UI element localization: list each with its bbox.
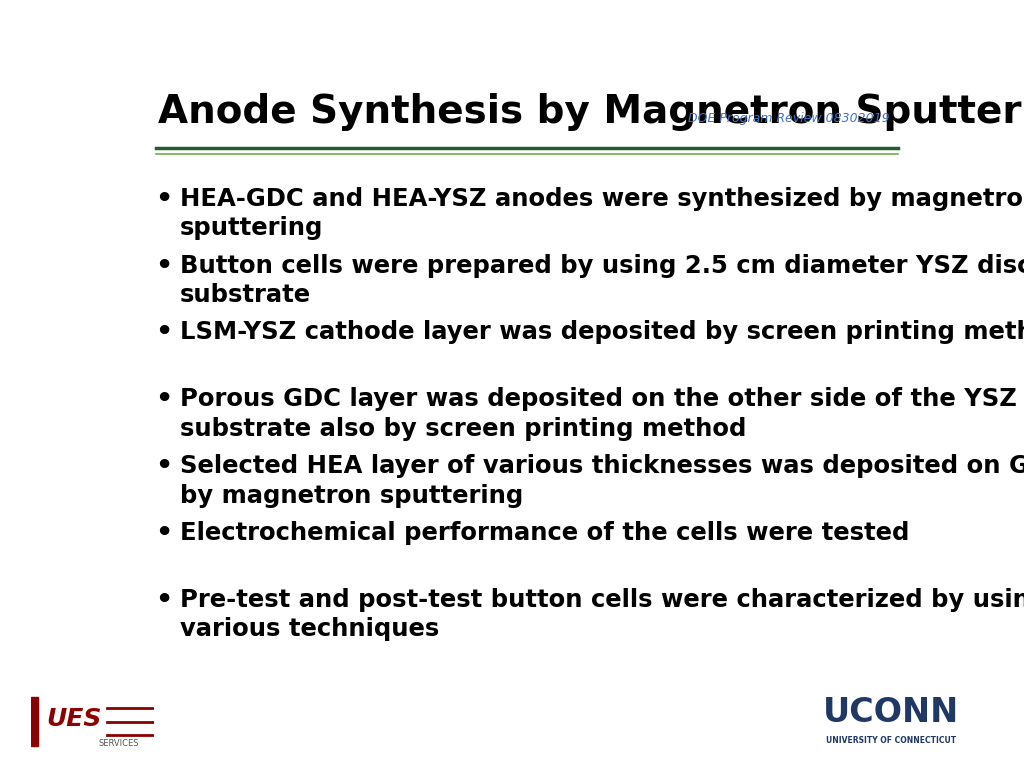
Text: Anode Synthesis by Magnetron Sputtering: Anode Synthesis by Magnetron Sputtering [158, 93, 1024, 131]
Text: SERVICES: SERVICES [99, 739, 139, 748]
Text: UCONN: UCONN [822, 697, 959, 729]
Text: LSM-YSZ cathode layer was deposited by screen printing method: LSM-YSZ cathode layer was deposited by s… [179, 320, 1024, 344]
Text: •: • [155, 320, 172, 346]
Text: Selected HEA layer of various thicknesses was deposited on GDC
by magnetron sput: Selected HEA layer of various thicknesse… [179, 454, 1024, 508]
Bar [31, 697, 38, 746]
Text: Electrochemical performance of the cells were tested: Electrochemical performance of the cells… [179, 521, 909, 545]
Text: HEA-GDC and HEA-YSZ anodes were synthesized by magnetron
sputtering: HEA-GDC and HEA-YSZ anodes were synthesi… [179, 187, 1024, 240]
Text: UNIVERSITY OF CONNECTICUT: UNIVERSITY OF CONNECTICUT [825, 736, 956, 745]
Text: •: • [155, 387, 172, 413]
Text: Pre-test and post-test button cells were characterized by using
various techniqu: Pre-test and post-test button cells were… [179, 588, 1024, 641]
Text: Porous GDC layer was deposited on the other side of the YSZ
substrate also by sc: Porous GDC layer was deposited on the ot… [179, 387, 1017, 441]
Text: •: • [155, 187, 172, 213]
Text: •: • [155, 521, 172, 547]
Text: DOE Program Review 08302019: DOE Program Review 08302019 [688, 111, 890, 124]
Text: •: • [155, 253, 172, 280]
Text: •: • [155, 454, 172, 480]
Text: Button cells were prepared by using 2.5 cm diameter YSZ discs as
substrate: Button cells were prepared by using 2.5 … [179, 253, 1024, 307]
Text: •: • [155, 588, 172, 614]
Text: UES: UES [46, 707, 101, 731]
